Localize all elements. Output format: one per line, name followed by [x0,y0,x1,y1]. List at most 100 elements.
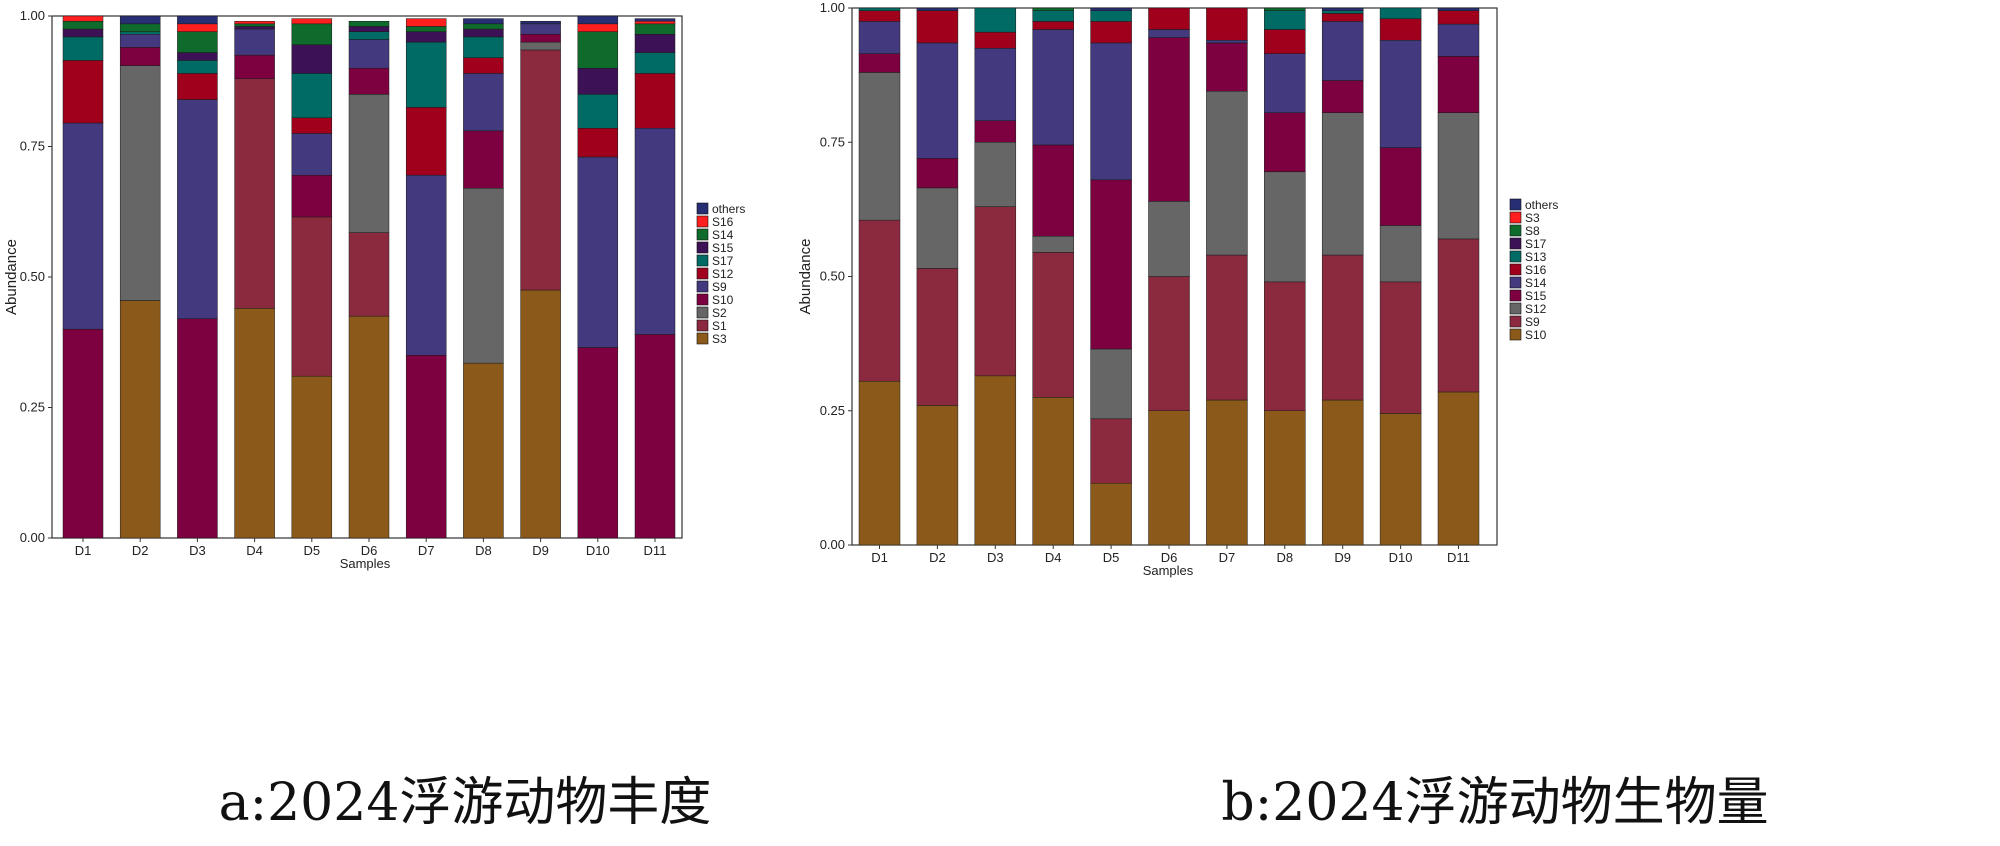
bar-segment-d5-s16 [291,18,333,25]
legend-label: S17 [712,254,734,268]
bar-segment-d9-s10 [520,34,561,43]
bar-segment-d3-s14 [177,31,218,53]
bar-segment-d4-s16 [1032,21,1074,30]
legend-swatch-s3 [696,332,709,345]
bar-segment-d11-s12 [634,73,676,129]
bar-segment-d5-others [1090,7,1132,11]
bar-segment-d1-s16 [62,15,104,22]
bar-segment-d11-s12 [1437,112,1480,240]
y-tick-label: 1.00 [20,8,45,23]
x-tick-label: D11 [644,543,667,558]
x-tick-label: D9 [1334,550,1351,565]
bar-segment-d9-s13 [1321,10,1364,14]
x-tick-label: D10 [1389,550,1413,565]
x-axis-title: Samples [1143,563,1194,578]
bar-segment-d6-s9 [348,39,390,69]
bar-segment-d6-s14 [348,20,390,27]
bar-segment-d4-s12 [1032,235,1074,253]
legend-label: S9 [1525,315,1540,329]
x-tick-label: D5 [1103,550,1120,565]
bar-segment-d3-s10 [974,375,1017,546]
bar-segment-d3-s9 [974,206,1017,377]
bar-segment-d2-s14 [916,42,959,159]
bar-segment-d3-s12 [974,142,1017,207]
x-tick-label: D4 [1045,550,1062,565]
legend-swatch-others [1509,198,1522,211]
bar-segment-d5-s17 [291,73,333,119]
bar-segment-d1-s10 [62,328,104,539]
bar-segment-d7-s9 [405,174,447,356]
bar-segment-d4-s10 [1032,397,1074,546]
bar-segment-d6-s17 [348,31,390,40]
bar-segment-d6-s16 [1148,7,1190,30]
bar-segment-d7-s17 [405,41,447,108]
legend-swatch-s13 [1509,250,1522,263]
bar-segment-d3-s13 [974,7,1017,33]
bar-segment-d11-s14 [634,23,676,35]
bar-segment-d4-s1 [234,78,275,309]
bar-segment-d9-s1 [520,49,561,291]
bar-segment-d8-s13 [1264,10,1306,30]
chart-a-caption: a:2024浮游动物丰度 [219,773,712,833]
bar-segment-d9-s3 [520,289,561,539]
bar-segment-d5-s10 [1090,482,1132,546]
bar-segment-d8-s10 [1264,410,1306,546]
y-tick-label: 0.25 [20,400,45,415]
bar-segment-d1-s14 [858,21,901,54]
legend-label: S13 [1525,250,1547,264]
chart-b-biomass: D1 D2 D3 D4 D5 D6 D7 D8 D9 D10 D11 0.00 0.25 0.50 0.75… [797,0,1558,578]
legend-swatch-s10 [696,293,709,306]
bar-segment-d2-s9 [916,268,959,406]
bar-segment-d11-s17 [634,52,676,74]
bar-segment-d1-s10 [858,380,901,546]
bar-segment-d9-s15 [1321,80,1364,113]
bar-segment-d4-s9 [1032,252,1074,398]
bar-segment-d7-s12 [405,107,447,176]
bar-segment-d3-s16 [177,23,218,32]
bar-segment-d7-s14 [405,26,447,32]
legend-label: S10 [1525,328,1547,342]
bar-segment-d10-s12 [577,127,619,158]
bar-segment-d9-others [520,20,561,25]
bar-segment-d1-s16 [858,10,901,22]
bar-segment-d8-s9 [1264,281,1306,411]
bar-segment-d7-s14 [1206,39,1248,44]
legend-label: S15 [712,241,734,255]
bar-segment-d8-s15 [463,28,504,38]
legend-label: others [712,202,745,216]
bar-segment-d8-s12 [1264,171,1306,283]
bar-segment-d3-s14 [974,48,1017,122]
x-tick-label: D7 [418,543,435,558]
bar-segment-d10-s13 [1379,7,1422,19]
bar-segment-d6-s10 [1148,410,1190,546]
bar-segment-d9-s14 [1321,21,1364,81]
bar-segment-d5-s15 [291,44,333,74]
y-axis-title: Abundance [3,239,20,315]
legend-label: S16 [712,215,734,229]
y-axis-title: Abundance [797,239,814,315]
bar-segment-d7-s12 [1206,90,1248,256]
bar-segment-d6-s14 [1148,29,1190,38]
chart-b-caption: b:2024浮游动物生物量 [1221,773,1768,833]
bar-segment-d8-others [463,18,504,25]
legend-label: S14 [1525,276,1547,290]
x-tick-label: D6 [361,543,378,558]
bar-segment-d10-s12 [1379,225,1422,283]
y-tick-label: 0.00 [20,530,45,545]
bar-segment-d2-s14 [119,23,161,32]
legend-label: S9 [712,280,727,294]
bar-segment-d3-s10 [177,318,218,539]
bar-segment-d4-s15 [1032,144,1074,237]
legend-swatch-s14 [696,228,709,241]
x-tick-label: D11 [1447,550,1470,565]
x-tick-label: D8 [1276,550,1293,565]
legend-swatch-s8 [1509,224,1522,237]
legend-swatch-s2 [696,306,709,319]
bar-segment-d5-s12 [291,117,333,134]
legend-label: S12 [712,267,734,281]
bar-segment-d5-s9 [1090,418,1132,484]
bar-segment-d2-s17 [119,31,161,35]
x-axis-title: Samples [340,556,391,571]
bar-segment-d6-s10 [348,67,390,95]
